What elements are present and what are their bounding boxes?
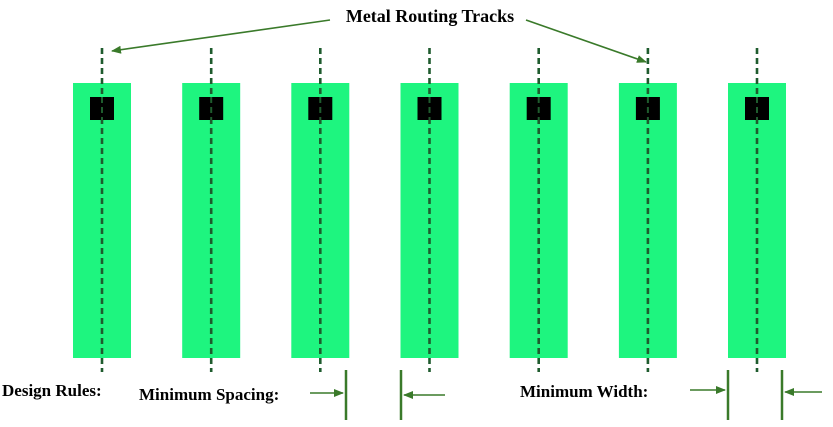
min-width-label: Minimum Width: [520,382,648,401]
title-arrow-right [525,19,647,63]
min-spacing-label: Minimum Spacing: [139,385,279,404]
metal-tracks [73,48,786,372]
title-label: Metal Routing Tracks [346,6,514,26]
title-arrow-left [111,19,331,54]
design-rules-label: Design Rules: [2,381,102,400]
